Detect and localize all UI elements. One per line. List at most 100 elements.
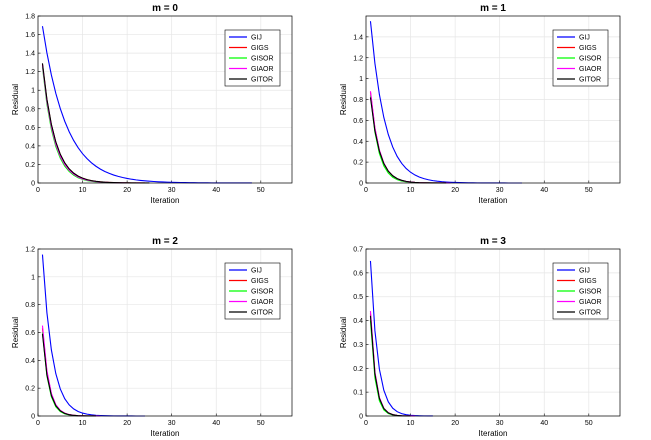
- legend-entry: GISOR: [251, 289, 274, 296]
- x-tick-label: 20: [123, 187, 131, 194]
- x-axis-label: Iteration: [479, 429, 508, 438]
- x-axis-label: Iteration: [479, 196, 508, 205]
- y-axis-label: Residual: [11, 317, 20, 348]
- y-tick-label: 1.6: [25, 32, 35, 39]
- y-tick-label: 0.2: [353, 160, 363, 167]
- y-tick-label: 0.7: [353, 247, 363, 254]
- y-tick-label: 0.5: [353, 294, 363, 301]
- y-tick-label: 0.3: [353, 342, 363, 349]
- axes-box: [37, 15, 293, 184]
- y-tick-label: 1.8: [25, 14, 35, 21]
- legend: GIJ GIGS GISOR GIAOR GITOR: [552, 29, 609, 87]
- x-tick-label: 30: [168, 187, 176, 194]
- y-tick-label: 1: [359, 76, 363, 83]
- x-tick-label: 20: [123, 420, 131, 427]
- legend-entry: GIJ: [251, 268, 262, 275]
- y-tick-label: 0.8: [353, 97, 363, 104]
- chart-panel-0: 0 10 20 30 40 50 0 0.2 0.4 0.6 0.8 1 1.2 1.4 1.6 1.8 m =…: [11, 3, 293, 205]
- x-tick-label: 30: [496, 187, 504, 194]
- x-tick-label: 10: [79, 420, 87, 427]
- chart-title: m = 2: [152, 236, 178, 247]
- y-tick-label: 0: [359, 414, 363, 421]
- y-tick-label: 0.6: [353, 118, 363, 125]
- y-tick-label: 1.4: [353, 34, 363, 41]
- x-tick-label: 50: [585, 187, 593, 194]
- legend-entry: GISOR: [579, 56, 602, 63]
- legend-entry: GIJ: [579, 35, 590, 42]
- x-tick-label: 0: [36, 420, 40, 427]
- y-tick-label: 1.2: [25, 69, 35, 76]
- chart-title: m = 1: [480, 3, 506, 14]
- y-axis-label: Residual: [339, 317, 348, 348]
- x-tick-label: 40: [540, 187, 548, 194]
- y-tick-label: 0.6: [25, 330, 35, 337]
- legend-entry: GIAOR: [579, 299, 602, 306]
- chart-title: m = 0: [152, 3, 178, 14]
- y-tick-label: 0: [359, 181, 363, 188]
- x-tick-label: 10: [79, 187, 87, 194]
- axes-box: [37, 248, 293, 417]
- axes-box: [365, 248, 621, 417]
- y-axis-label: Residual: [11, 84, 20, 115]
- y-tick-label: 0: [31, 414, 35, 421]
- chart-title: m = 3: [480, 236, 506, 247]
- y-tick-label: 0.4: [353, 318, 363, 325]
- y-tick-label: 0.4: [25, 143, 35, 150]
- legend: GIJ GIGS GISOR GIAOR GITOR: [552, 262, 609, 320]
- y-tick-label: 0.6: [25, 125, 35, 132]
- y-tick-label: 1.2: [25, 247, 35, 254]
- y-tick-label: 1: [31, 274, 35, 281]
- x-tick-label: 30: [168, 420, 176, 427]
- legend-entry: GITOR: [251, 77, 273, 84]
- x-tick-label: 20: [451, 420, 459, 427]
- x-tick-label: 0: [364, 187, 368, 194]
- legend-entry: GITOR: [579, 310, 601, 317]
- legend-entry: GIGS: [251, 45, 269, 52]
- y-tick-label: 1.4: [25, 51, 35, 58]
- x-tick-label: 50: [585, 420, 593, 427]
- legend-entry: GIJ: [251, 35, 262, 42]
- x-axis-label: Iteration: [151, 196, 180, 205]
- legend-entry: GIAOR: [251, 299, 274, 306]
- y-tick-label: 1.2: [353, 55, 363, 62]
- y-tick-label: 0.2: [25, 162, 35, 169]
- legend-entry: GIAOR: [579, 66, 602, 73]
- x-tick-label: 0: [36, 187, 40, 194]
- y-tick-label: 0.8: [25, 106, 35, 113]
- x-tick-label: 50: [257, 420, 265, 427]
- x-tick-label: 40: [212, 187, 220, 194]
- legend-entry: GITOR: [579, 77, 601, 84]
- y-tick-label: 0.2: [353, 366, 363, 373]
- chart-panel-1: 0 10 20 30 40 50 0 0.2 0.4 0.6 0.8 1 1.2 1.4 m = 1 Iter…: [339, 3, 621, 205]
- legend-entry: GIGS: [579, 45, 597, 52]
- axes-box: [365, 15, 621, 184]
- x-tick-label: 0: [364, 420, 368, 427]
- y-tick-label: 0.4: [353, 139, 363, 146]
- x-axis-label: Iteration: [151, 429, 180, 438]
- legend-entry: GIGS: [579, 278, 597, 285]
- y-tick-label: 0.2: [25, 386, 35, 393]
- legend-entry: GIAOR: [251, 66, 274, 73]
- x-tick-label: 40: [212, 420, 220, 427]
- legend-entry: GITOR: [251, 310, 273, 317]
- x-tick-label: 10: [407, 420, 415, 427]
- legend-entry: GIGS: [251, 278, 269, 285]
- chart-panel-2: 0 10 20 30 40 50 0 0.2 0.4 0.6 0.8 1 1.2 m = 2 Iterati…: [11, 236, 293, 438]
- legend-entry: GIJ: [579, 268, 590, 275]
- x-tick-label: 10: [407, 187, 415, 194]
- y-tick-label: 0.1: [353, 390, 363, 397]
- y-tick-label: 0.8: [25, 302, 35, 309]
- legend-box: [552, 29, 609, 87]
- legend: GIJ GIGS GISOR GIAOR GITOR: [224, 29, 281, 87]
- y-tick-label: 0.4: [25, 358, 35, 365]
- chart-panel-3: 0 10 20 30 40 50 0 0.1 0.2 0.3 0.4 0.5 0.6 0.7 m = 3 It…: [339, 236, 621, 438]
- y-tick-label: 0.6: [353, 270, 363, 277]
- x-tick-label: 50: [257, 187, 265, 194]
- x-tick-label: 40: [540, 420, 548, 427]
- legend: GIJ GIGS GISOR GIAOR GITOR: [224, 262, 281, 320]
- y-tick-label: 1: [31, 88, 35, 95]
- legend-entry: GISOR: [579, 289, 602, 296]
- y-axis-label: Residual: [339, 84, 348, 115]
- y-tick-label: 0: [31, 181, 35, 188]
